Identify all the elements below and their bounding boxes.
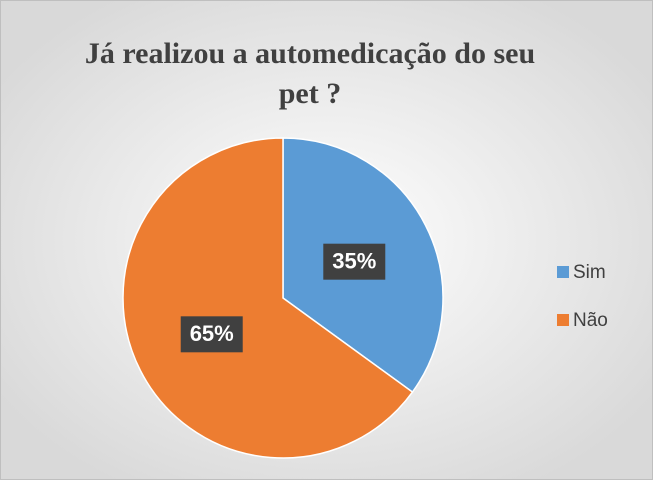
data-label: 35% — [332, 248, 376, 273]
data-label-box — [323, 243, 386, 280]
legend-label: Não — [573, 310, 608, 331]
pie-slice — [122, 137, 414, 459]
data-label-box — [180, 316, 243, 353]
legend-swatch — [557, 266, 569, 278]
legend-label: Sim — [573, 262, 606, 283]
chart-title: Já realizou a automedicação do seu pet ? — [84, 37, 536, 110]
legend-swatch — [557, 314, 569, 326]
data-label: 65% — [190, 321, 234, 346]
